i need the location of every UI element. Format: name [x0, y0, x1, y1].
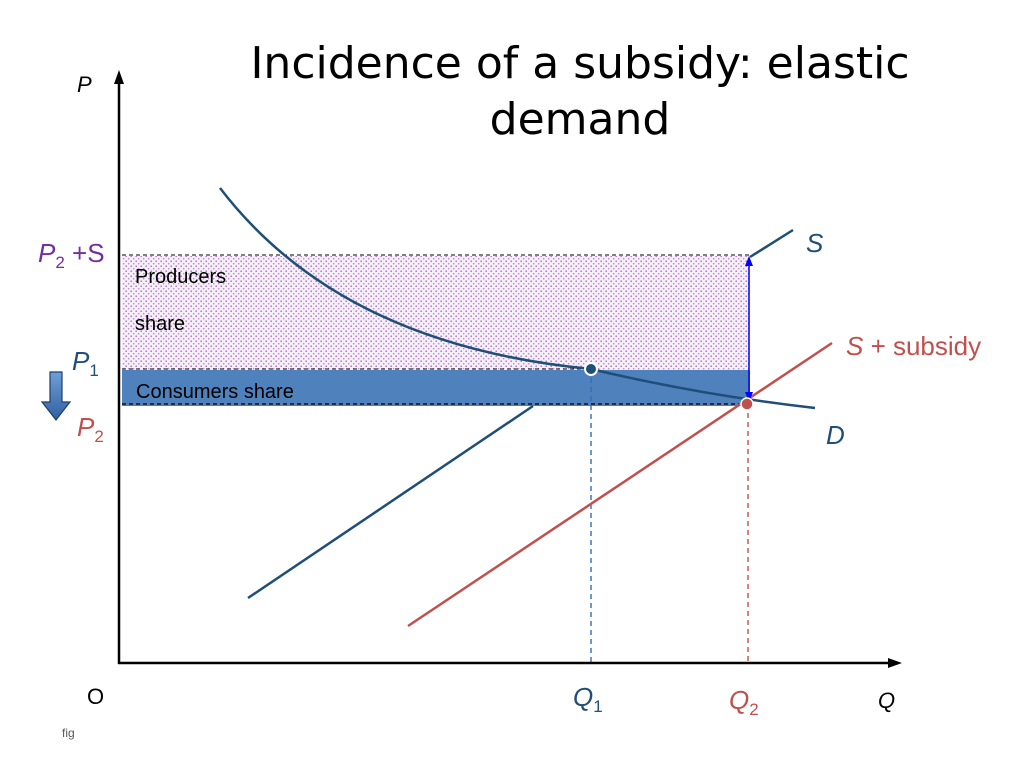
p2-plus-s-suffix: +S — [64, 238, 105, 268]
demand-curve-label: D — [826, 420, 845, 450]
subsidy-arrow-head-bottom — [745, 392, 753, 402]
q2-main: Q — [729, 685, 750, 715]
p1-main: P — [72, 346, 90, 376]
p2-plus-s-sub: 2 — [55, 253, 65, 272]
subsidy-supply-suffix: + subsidy — [863, 331, 982, 361]
demand-curve — [219, 187, 816, 410]
q1-main: Q — [573, 682, 594, 712]
equilibrium-point-1 — [584, 362, 598, 376]
p2-label: P2 — [77, 412, 104, 446]
supply-curve-upper — [749, 228, 794, 259]
q2-sub: 2 — [749, 700, 759, 719]
supply-curve-lower — [247, 404, 534, 600]
subsidy-supply-curve — [407, 341, 833, 628]
q1-label: Q1 — [573, 682, 603, 716]
down-arrow-icon — [40, 371, 72, 421]
producers-share-label-line-2: share — [135, 313, 186, 335]
q1-sub: 1 — [593, 697, 603, 716]
title-line-1: Incidence of a subsidy: elastic — [250, 38, 910, 89]
consumers-share-area — [122, 370, 750, 406]
producers-share-label-line-1: Producers — [135, 266, 227, 288]
y-axis-label: P — [77, 72, 92, 97]
x-axis-label: Q — [878, 688, 896, 713]
title-line-2: demand — [489, 94, 671, 145]
slide-title: Incidence of a subsidy: elastic demand — [200, 36, 960, 148]
y-axis-arrow — [114, 70, 124, 84]
q2-label: Q2 — [729, 685, 759, 719]
p2-plus-s-label: P2 +S — [38, 238, 105, 272]
subsidy-supply-main: S — [846, 331, 864, 361]
p2-sub: 2 — [94, 427, 104, 446]
x-axis-arrow — [888, 658, 902, 668]
p1-label: P1 — [72, 346, 99, 380]
consumers-share-label: Consumers share — [136, 381, 294, 403]
producers-share-area — [122, 256, 750, 370]
p2-main: P — [77, 412, 95, 442]
equilibrium-point-2 — [740, 397, 754, 411]
origin-label: O — [87, 684, 105, 709]
footnote: fig — [62, 726, 75, 740]
p2-plus-s-main: P — [38, 238, 56, 268]
subsidy-supply-label: S + subsidy — [846, 331, 981, 362]
subsidy-arrow-head-top — [745, 256, 753, 266]
p1-sub: 1 — [89, 361, 99, 380]
supply-curve-label: S — [806, 228, 824, 258]
